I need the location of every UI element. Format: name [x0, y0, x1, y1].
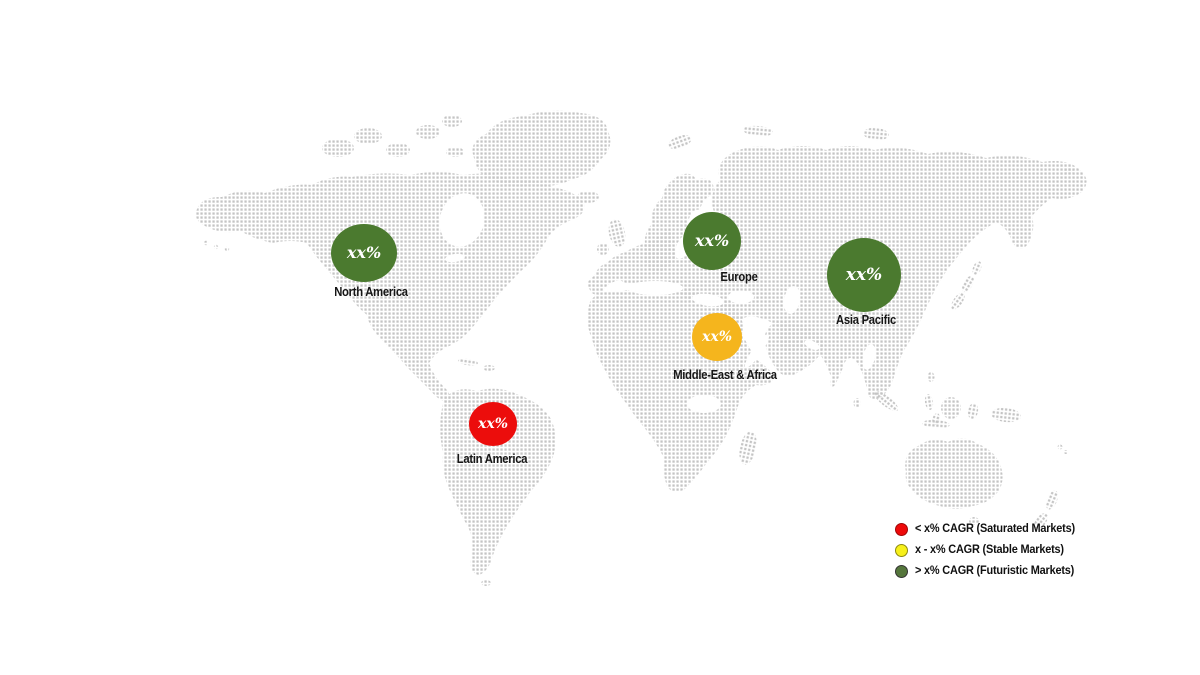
continents: [195, 110, 1087, 586]
label-middle-east-africa: Middle-East & Africa: [673, 368, 777, 382]
taiwan: [927, 372, 935, 382]
legend-item-stable: x - x% CAGR (Stable Markets): [895, 543, 1083, 557]
continent-australia: [905, 438, 1003, 509]
arctic-island: [668, 135, 692, 149]
legend-label: < x% CAGR (Saturated Markets): [915, 523, 1075, 535]
legend-dot-stable-icon: [895, 543, 908, 557]
caspian-sea: [783, 286, 801, 314]
hispaniola: [483, 365, 495, 371]
cagr-legend: < x% CAGR (Saturated Markets) x - x% CAG…: [895, 522, 1083, 578]
aleutian-island: [213, 244, 219, 250]
new-guinea: [991, 407, 1021, 423]
hudson-bay: [439, 193, 485, 247]
cuba: [458, 358, 478, 366]
japan: [951, 292, 965, 310]
bay-of-bengal: [862, 344, 876, 370]
red-sea: [744, 334, 770, 368]
arctic-island: [743, 125, 773, 137]
arctic-island: [1064, 168, 1074, 174]
legend-item-saturated: < x% CAGR (Saturated Markets): [895, 522, 1083, 536]
java: [922, 419, 950, 429]
persian-gulf: [804, 340, 820, 350]
label-asia-pacific: Asia Pacific: [836, 313, 896, 327]
bubble-asia-pacific[interactable]: xx%: [827, 238, 901, 312]
bubble-value: xx%: [346, 243, 382, 262]
legend-item-futuristic: > x% CAGR (Futuristic Markets): [895, 564, 1083, 578]
arctic-island: [863, 127, 889, 141]
mediterranean-sea: [627, 281, 683, 295]
arctic-archipelago: [416, 125, 440, 139]
bubble-value: xx%: [694, 231, 730, 250]
bubble-value: xx%: [478, 416, 508, 432]
ireland: [597, 243, 609, 255]
arctic-archipelago: [354, 128, 382, 144]
borneo: [941, 397, 961, 419]
pacific-island: [1057, 444, 1063, 450]
new-zealand: [1046, 490, 1058, 510]
legend-dot-futuristic-icon: [895, 564, 908, 578]
bubble-middle-east-africa[interactable]: xx%: [692, 313, 742, 361]
tasmania: [969, 517, 979, 525]
iceland: [577, 191, 599, 203]
label-north-america: North America: [334, 285, 408, 299]
bubble-latin-america[interactable]: xx%: [469, 402, 517, 446]
sumatra: [873, 390, 899, 412]
bubble-north-america[interactable]: xx%: [331, 224, 397, 282]
bubble-europe[interactable]: xx%: [683, 212, 741, 270]
continent-south-america: [440, 388, 556, 575]
great-lakes: [445, 253, 465, 263]
aleutian-island: [203, 240, 209, 246]
arabian-peninsula: [764, 321, 824, 377]
great-britain: [608, 219, 626, 247]
label-europe: Europe: [720, 270, 758, 284]
arctic-archipelago: [386, 143, 410, 157]
pacific-island: [1064, 450, 1068, 454]
black-sea: [728, 290, 754, 304]
aleutian-island: [224, 246, 230, 252]
new-zealand: [1034, 513, 1048, 529]
legend-label: > x% CAGR (Futuristic Markets): [915, 565, 1075, 577]
tierra-del-fuego: [481, 580, 491, 586]
gulf-of-guinea: [687, 395, 721, 413]
arctic-archipelago: [442, 115, 462, 127]
legend-label: x - x% CAGR (Stable Markets): [915, 544, 1064, 556]
legend-dot-saturated-icon: [895, 522, 908, 536]
arctic-island: [960, 154, 976, 162]
bubble-value: xx%: [702, 329, 732, 345]
sri-lanka: [853, 398, 861, 408]
greenland: [472, 110, 611, 187]
japan: [972, 261, 982, 275]
madagascar: [739, 431, 757, 465]
arctic-archipelago: [322, 139, 354, 157]
continent-north-america: [195, 172, 585, 403]
japan: [962, 275, 974, 293]
bubble-value: xx%: [845, 264, 883, 285]
arctic-archipelago: [446, 147, 464, 157]
mediterranean-sea: [692, 293, 724, 307]
label-latin-america: Latin America: [456, 452, 528, 466]
philippines: [924, 394, 934, 410]
sulawesi: [967, 403, 979, 419]
